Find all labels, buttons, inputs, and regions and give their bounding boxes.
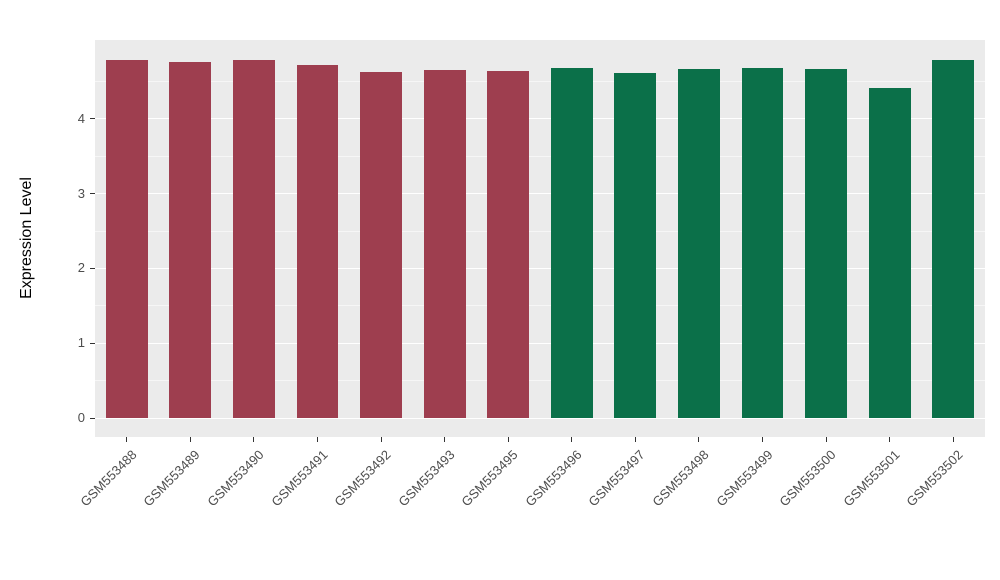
y-tick-mark: [90, 417, 95, 419]
y-tick-mark: [90, 342, 95, 344]
x-tick-mark: [380, 437, 382, 442]
x-tick-label-text: GSM553500: [776, 447, 839, 510]
x-tick-mark: [444, 437, 446, 442]
bar-GSM553498: [677, 69, 720, 419]
x-tick-label-text: GSM553497: [585, 447, 648, 510]
gridline-major: [95, 417, 985, 420]
x-tick-mark: [698, 437, 700, 442]
gridline-major: [95, 267, 985, 270]
gridline-minor: [95, 305, 985, 307]
bar-GSM553502: [932, 60, 975, 419]
y-tick-label: 4: [77, 110, 85, 126]
x-tick-mark: [634, 437, 636, 442]
x-tick-label-text: GSM553489: [140, 447, 203, 510]
x-tick-label-text: GSM553488: [77, 447, 140, 510]
gridline-minor: [95, 230, 985, 232]
x-tick-label-text: GSM553502: [903, 447, 966, 510]
bar-GSM553489: [169, 62, 212, 419]
bar-GSM553488: [105, 60, 148, 419]
bar-GSM553501: [868, 87, 911, 419]
y-tick-label: 1: [77, 335, 85, 351]
x-tick-label-text: GSM553499: [712, 447, 776, 510]
x-tick-mark: [571, 437, 573, 442]
gridline-major: [95, 192, 985, 195]
bar-GSM553495: [487, 70, 530, 419]
x-tick-mark: [126, 437, 128, 442]
y-tick-label: 0: [77, 410, 85, 426]
x-tick-mark: [889, 437, 891, 442]
x-tick-mark: [317, 437, 318, 442]
x-tick-label-text: GSM553501: [840, 447, 903, 510]
x-tick-label-text: GSM553498: [649, 447, 712, 510]
x-tick-label-text: GSM553493: [395, 447, 458, 510]
x-tick-mark: [507, 437, 509, 442]
y-tick-label: 2: [77, 260, 85, 276]
bar-GSM553490: [232, 60, 275, 419]
plot-panel: [95, 40, 985, 437]
gridline-major: [95, 117, 985, 120]
x-tick-label-text: GSM553492: [331, 447, 394, 510]
y-tick-label: 3: [77, 185, 85, 201]
x-tick-label-text: GSM553490: [204, 447, 267, 510]
y-tick-mark: [90, 118, 95, 120]
bar-GSM553496: [550, 67, 593, 419]
y-tick-mark: [90, 193, 95, 195]
x-tick-mark: [253, 437, 255, 442]
bar-GSM553500: [805, 69, 848, 419]
x-tick-mark: [825, 437, 827, 442]
bar-GSM553492: [360, 72, 403, 419]
gridline-minor: [95, 80, 985, 82]
bar-GSM553491: [296, 64, 339, 419]
x-tick-label-text: GSM553495: [458, 447, 521, 510]
bar-GSM553499: [741, 67, 784, 419]
gridline-minor: [95, 155, 985, 157]
bar-GSM553493: [423, 69, 466, 419]
gridline-major: [95, 342, 985, 345]
x-tick-mark: [189, 437, 191, 442]
bar-GSM553497: [614, 72, 657, 419]
x-tick-mark: [762, 437, 763, 442]
y-axis-title-text: Expression Level: [18, 177, 35, 299]
x-tick-label-text: GSM553496: [522, 447, 585, 510]
x-tick-mark: [952, 437, 954, 442]
gridline-minor: [95, 380, 985, 382]
y-tick-mark: [90, 267, 95, 269]
x-tick-label-text: GSM553491: [267, 447, 331, 510]
